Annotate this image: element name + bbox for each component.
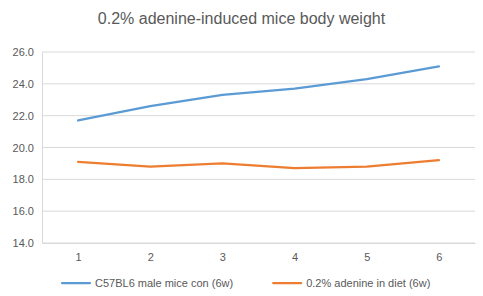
- x-tick: 6: [436, 243, 442, 263]
- legend-item: 0.2% adenine in diet (6w): [273, 277, 430, 289]
- y-tick-label: 20.0: [13, 142, 34, 154]
- y-tick: 24.0: [13, 78, 42, 90]
- y-tick-label: 22.0: [13, 110, 34, 122]
- lines: [78, 66, 439, 168]
- y-tick-label: 14.0: [13, 237, 34, 249]
- legend-label: C57BL6 male mice con (6w): [95, 277, 233, 289]
- series-line: [78, 66, 439, 120]
- x-tick-label: 2: [148, 251, 154, 263]
- plot: 14.0 16.0 18.0 20.0 22.0 24.0 26.0 1 2 3 4 5 6: [13, 46, 476, 263]
- legend-swatch: [273, 282, 301, 284]
- grid-line: [42, 179, 475, 180]
- y-tick-label: 16.0: [13, 205, 34, 217]
- grid-line: [42, 83, 475, 84]
- x-tick: 5: [364, 243, 370, 263]
- y-tick-label: 26.0: [13, 46, 34, 58]
- x-tick-label: 5: [364, 251, 370, 263]
- grid-line: [42, 211, 475, 212]
- x-tick: 3: [220, 243, 226, 263]
- y-tick: 16.0: [13, 205, 42, 217]
- x-tick: 2: [148, 243, 154, 263]
- y-tick-label: 24.0: [13, 78, 34, 90]
- x-tick: 1: [76, 243, 82, 263]
- grid: [42, 52, 475, 243]
- series-line: [78, 160, 439, 168]
- y-tick: 26.0: [13, 46, 42, 58]
- chart: 0.2% adenine-induced mice body weight 14.…: [0, 0, 483, 296]
- x-tick: 4: [292, 243, 298, 263]
- y-tick: 20.0: [13, 142, 42, 154]
- y-tick: 14.0: [13, 237, 42, 249]
- x-tick-label: 6: [436, 251, 442, 263]
- y-axis-line: [42, 53, 43, 244]
- y-axis: 14.0 16.0 18.0 20.0 22.0 24.0 26.0: [13, 46, 43, 249]
- grid-line: [42, 147, 475, 148]
- legend: C57BL6 male mice con (6w) 0.2% adenine in…: [62, 277, 430, 289]
- y-tick: 22.0: [13, 110, 42, 122]
- title: 0.2% adenine-induced mice body weight: [98, 10, 386, 27]
- x-tick-label: 1: [76, 251, 82, 263]
- y-tick-label: 18.0: [13, 173, 34, 185]
- grid-line: [42, 52, 475, 53]
- grid-line: [42, 243, 475, 244]
- x-axis-line: [43, 243, 476, 244]
- legend-label: 0.2% adenine in diet (6w): [306, 277, 430, 289]
- x-tick-label: 4: [292, 251, 298, 263]
- legend-swatch: [62, 282, 90, 284]
- legend-item: C57BL6 male mice con (6w): [62, 277, 233, 289]
- x-axis: 1 2 3 4 5 6: [43, 243, 476, 263]
- x-tick-label: 3: [220, 251, 226, 263]
- y-tick: 18.0: [13, 173, 42, 185]
